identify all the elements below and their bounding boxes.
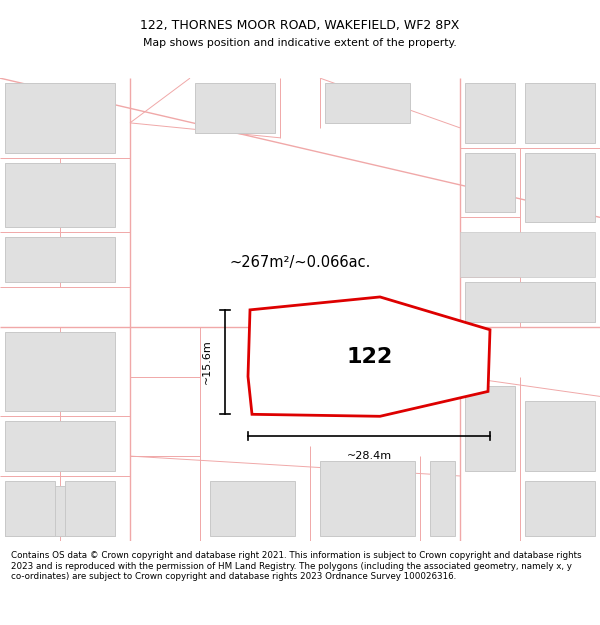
Polygon shape bbox=[465, 386, 515, 471]
Polygon shape bbox=[195, 83, 275, 133]
Polygon shape bbox=[320, 461, 415, 536]
Polygon shape bbox=[248, 297, 490, 416]
Polygon shape bbox=[5, 162, 115, 228]
Polygon shape bbox=[460, 232, 595, 277]
Polygon shape bbox=[465, 152, 515, 213]
Polygon shape bbox=[5, 421, 115, 471]
Polygon shape bbox=[525, 481, 595, 536]
Polygon shape bbox=[465, 83, 515, 142]
Text: ~28.4m: ~28.4m bbox=[346, 451, 392, 461]
Polygon shape bbox=[210, 481, 295, 536]
Polygon shape bbox=[5, 238, 115, 282]
Polygon shape bbox=[465, 282, 595, 322]
Polygon shape bbox=[5, 481, 55, 536]
Polygon shape bbox=[5, 83, 115, 152]
Polygon shape bbox=[5, 486, 115, 536]
Polygon shape bbox=[5, 332, 115, 411]
Polygon shape bbox=[65, 481, 115, 536]
Polygon shape bbox=[525, 152, 595, 222]
Polygon shape bbox=[270, 314, 470, 396]
Text: Map shows position and indicative extent of the property.: Map shows position and indicative extent… bbox=[143, 38, 457, 48]
Polygon shape bbox=[430, 461, 455, 536]
Polygon shape bbox=[525, 401, 595, 471]
Text: ~15.6m: ~15.6m bbox=[202, 340, 212, 384]
Text: Contains OS data © Crown copyright and database right 2021. This information is : Contains OS data © Crown copyright and d… bbox=[11, 551, 581, 581]
Text: 122: 122 bbox=[347, 347, 393, 367]
Polygon shape bbox=[325, 83, 410, 123]
Text: ~267m²/~0.066ac.: ~267m²/~0.066ac. bbox=[229, 254, 371, 269]
Text: 122, THORNES MOOR ROAD, WAKEFIELD, WF2 8PX: 122, THORNES MOOR ROAD, WAKEFIELD, WF2 8… bbox=[140, 19, 460, 31]
Polygon shape bbox=[525, 83, 595, 142]
